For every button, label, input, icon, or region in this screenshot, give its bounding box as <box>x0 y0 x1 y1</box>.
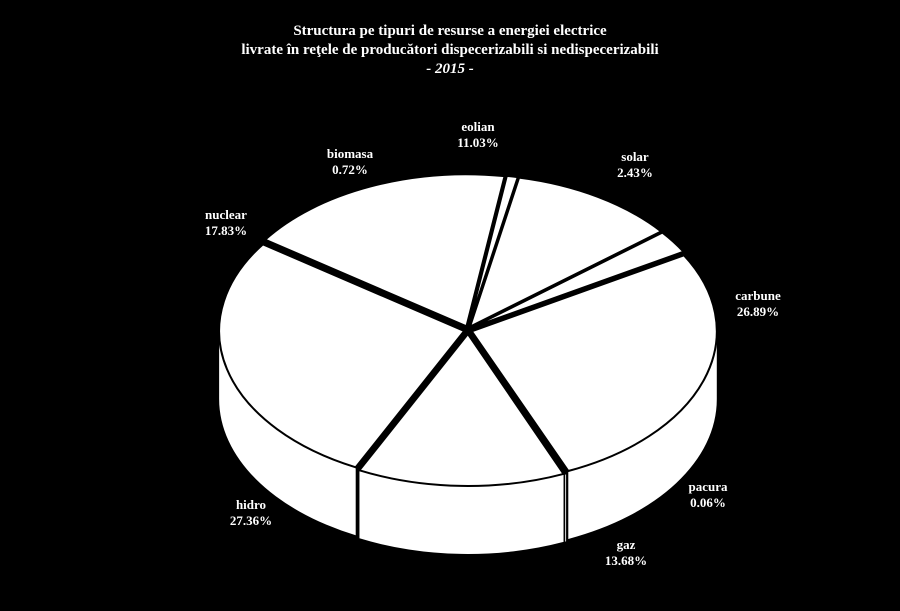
label-name-hidro: hidro <box>235 497 267 512</box>
label-name-eolian: eolian <box>461 119 495 134</box>
label-value-nuclear: 17.83% <box>204 223 248 238</box>
slice-gaz <box>357 332 566 487</box>
slice-carbune <box>470 254 718 473</box>
label-nuclear: nuclear 17.83% <box>205 207 247 239</box>
label-name-carbune: carbune <box>735 288 781 303</box>
slice-eolian <box>468 176 664 329</box>
slice-hidro <box>218 243 466 469</box>
label-gaz: gaz 13.68% <box>605 537 647 569</box>
chart-title: Structura pe tipuri de resurse a energie… <box>0 22 900 79</box>
label-value-solar: 2.43% <box>617 165 653 180</box>
label-name-gaz: gaz <box>616 537 636 552</box>
label-value-biomasa: 0.72% <box>332 162 368 177</box>
slice-biomasa <box>467 174 520 327</box>
label-solar: solar 2.43% <box>617 149 653 181</box>
label-value-eolian: 11.03% <box>457 135 499 150</box>
pie-slices <box>218 173 718 554</box>
label-name-nuclear: nuclear <box>205 207 247 222</box>
chart-title-line-2: livrate în reţele de producători dispece… <box>241 42 659 58</box>
label-value-carbune: 26.89% <box>736 304 780 319</box>
label-value-gaz: 13.68% <box>604 553 648 568</box>
label-name-pacura: pacura <box>688 479 728 494</box>
slice-nuclear <box>263 173 506 328</box>
slice-pacura <box>468 333 568 475</box>
slice-solar <box>470 231 686 329</box>
label-name-biomasa: biomasa <box>326 146 374 161</box>
chart-title-line-3: - 2015 - <box>426 61 474 77</box>
label-name-solar: solar <box>621 149 649 164</box>
chart-title-line-1: Structura pe tipuri de resurse a energie… <box>293 23 607 39</box>
slice-side-pacura <box>565 473 567 542</box>
slice-side-carbune <box>568 331 717 539</box>
slice-side-hidro <box>219 331 356 536</box>
label-pacura: pacura 0.06% <box>689 479 728 511</box>
label-biomasa: biomasa 0.72% <box>327 146 373 178</box>
label-value-pacura: 0.06% <box>690 495 726 510</box>
slice-side-gaz <box>359 470 564 554</box>
label-eolian: eolian 11.03% <box>457 119 499 151</box>
label-carbune: carbune 26.89% <box>735 288 781 320</box>
label-hidro: hidro 27.36% <box>230 497 272 529</box>
label-value-hidro: 27.36% <box>229 513 273 528</box>
